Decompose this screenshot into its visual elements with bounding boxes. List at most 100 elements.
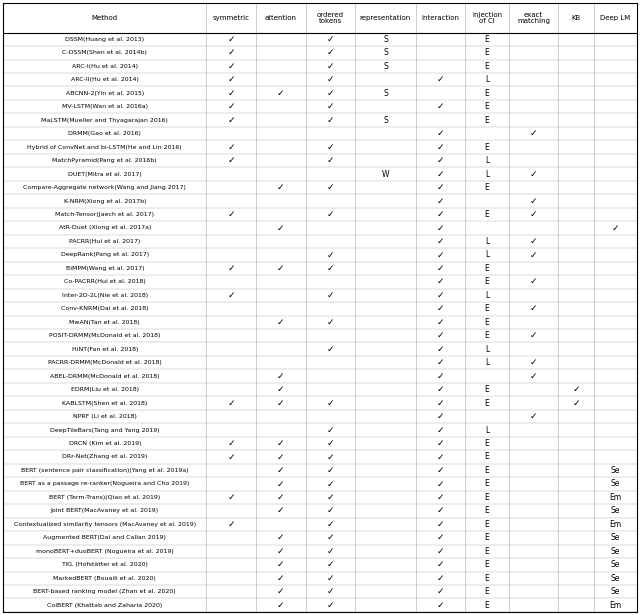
Text: E: E	[484, 601, 490, 609]
Text: Se: Se	[611, 533, 620, 542]
Text: ✓: ✓	[572, 399, 580, 408]
Text: ✓: ✓	[436, 129, 444, 138]
Text: HiNT(Fan et al. 2018): HiNT(Fan et al. 2018)	[72, 347, 138, 352]
Text: ✓: ✓	[436, 466, 444, 475]
Text: ✓: ✓	[326, 506, 334, 515]
Text: ✓: ✓	[436, 587, 444, 596]
Text: Se: Se	[611, 480, 620, 488]
Text: ✓: ✓	[436, 574, 444, 583]
Text: ✓: ✓	[277, 466, 285, 475]
Text: S: S	[383, 49, 388, 57]
Text: ✓: ✓	[436, 371, 444, 381]
Text: E: E	[484, 547, 490, 556]
Bar	[3, 518, 637, 531]
Text: ✓: ✓	[227, 156, 235, 165]
Bar	[3, 261, 637, 275]
Bar	[3, 181, 637, 194]
Text: BiMPM(Wang et al. 2017): BiMPM(Wang et al. 2017)	[65, 266, 144, 271]
Bar	[3, 558, 637, 571]
Text: Match-Tensor(Jaech et al. 2017): Match-Tensor(Jaech et al. 2017)	[55, 212, 154, 217]
Text: E: E	[484, 331, 490, 340]
Text: L: L	[485, 75, 489, 84]
Text: POSIT-DRMM(McDonald et al. 2018): POSIT-DRMM(McDonald et al. 2018)	[49, 333, 161, 338]
Text: ✓: ✓	[326, 547, 334, 556]
Bar	[3, 221, 637, 235]
Text: BERT (sentence pair classification)(Yang et al. 2019a): BERT (sentence pair classification)(Yang…	[21, 468, 189, 473]
Text: ✓: ✓	[326, 601, 334, 609]
Text: ✓: ✓	[277, 183, 285, 192]
Bar	[3, 477, 637, 491]
Text: ✓: ✓	[530, 371, 537, 381]
Text: EDRM(Liu et al. 2018): EDRM(Liu et al. 2018)	[71, 387, 139, 392]
Text: S: S	[383, 62, 388, 71]
Text: DSSM(Huang et al. 2013): DSSM(Huang et al. 2013)	[65, 37, 145, 42]
Text: ✓: ✓	[277, 480, 285, 488]
Bar	[3, 437, 637, 450]
Text: ✓: ✓	[326, 399, 334, 408]
Text: ✓: ✓	[277, 385, 285, 394]
Text: ✓: ✓	[436, 560, 444, 569]
Text: Deep LM: Deep LM	[600, 15, 630, 21]
Text: E: E	[484, 520, 490, 529]
Text: ✓: ✓	[436, 102, 444, 111]
Text: C-DSSM(Shen et al. 2014b): C-DSSM(Shen et al. 2014b)	[62, 50, 147, 55]
Text: ✓: ✓	[530, 358, 537, 367]
Text: ✓: ✓	[436, 493, 444, 502]
Bar	[3, 598, 637, 612]
Text: ✓: ✓	[326, 466, 334, 475]
Bar	[3, 127, 637, 140]
Text: MaLSTM(Mueller and Thyagarajan 2016): MaLSTM(Mueller and Thyagarajan 2016)	[42, 117, 168, 122]
Text: L: L	[485, 358, 489, 367]
Text: ✓: ✓	[436, 439, 444, 448]
Text: ABEL-DRMM(McDonald et al. 2018): ABEL-DRMM(McDonald et al. 2018)	[50, 374, 159, 379]
Text: ✓: ✓	[436, 344, 444, 354]
Text: E: E	[484, 62, 490, 71]
Text: Em: Em	[609, 520, 621, 529]
Text: ✓: ✓	[436, 250, 444, 260]
Text: Em: Em	[609, 601, 621, 609]
Text: ✓: ✓	[326, 344, 334, 354]
Text: ✓: ✓	[612, 223, 620, 232]
Text: ✓: ✓	[436, 304, 444, 313]
Text: ✓: ✓	[436, 75, 444, 84]
Bar	[3, 194, 637, 208]
Text: ✓: ✓	[436, 412, 444, 421]
Text: ✓: ✓	[436, 143, 444, 152]
Text: ✓: ✓	[530, 237, 537, 246]
Text: ColBERT (Khattab and Zaharia 2020): ColBERT (Khattab and Zaharia 2020)	[47, 603, 163, 608]
Text: ✓: ✓	[436, 480, 444, 488]
Text: ✓: ✓	[326, 439, 334, 448]
Text: ordered
tokens: ordered tokens	[317, 12, 344, 24]
Text: K-NRM(Xiong et al. 2017b): K-NRM(Xiong et al. 2017b)	[63, 199, 146, 204]
Text: Contextualized similarity tensors (MacAvaney et al. 2019): Contextualized similarity tensors (MacAv…	[13, 522, 196, 527]
Text: ✓: ✓	[436, 291, 444, 300]
Text: ✓: ✓	[227, 75, 235, 84]
Bar	[3, 288, 637, 302]
Text: representation: representation	[360, 15, 411, 21]
Text: ✓: ✓	[326, 35, 334, 44]
Text: ✓: ✓	[326, 426, 334, 435]
Text: ✓: ✓	[436, 506, 444, 515]
Bar	[3, 531, 637, 544]
Text: ✓: ✓	[436, 210, 444, 219]
Text: ✓: ✓	[227, 35, 235, 44]
Text: Se: Se	[611, 574, 620, 583]
Bar	[3, 87, 637, 100]
Bar	[3, 113, 637, 127]
Bar	[3, 343, 637, 356]
Text: ✓: ✓	[326, 587, 334, 596]
Bar	[3, 3, 637, 33]
Text: ✓: ✓	[436, 453, 444, 461]
Text: Se: Se	[611, 587, 620, 596]
Bar	[3, 208, 637, 221]
Text: E: E	[484, 587, 490, 596]
Text: E: E	[484, 466, 490, 475]
Bar	[3, 450, 637, 464]
Bar	[3, 329, 637, 343]
Text: ✓: ✓	[436, 520, 444, 529]
Bar	[3, 571, 637, 585]
Text: S: S	[383, 35, 388, 44]
Text: E: E	[484, 399, 490, 408]
Text: TKL (Hofstätter et al. 2020): TKL (Hofstätter et al. 2020)	[62, 562, 148, 567]
Text: ✓: ✓	[326, 493, 334, 502]
